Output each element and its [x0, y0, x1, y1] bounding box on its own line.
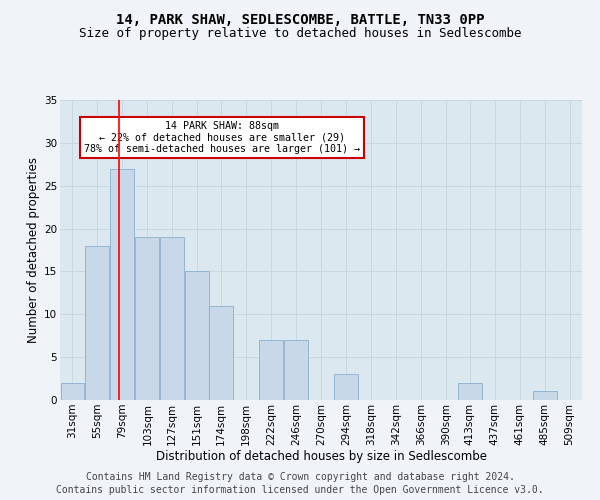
Bar: [136, 237, 160, 400]
Bar: [160, 237, 184, 400]
Bar: [259, 340, 283, 400]
X-axis label: Distribution of detached houses by size in Sedlescombe: Distribution of detached houses by size …: [155, 450, 487, 464]
Bar: [185, 272, 209, 400]
Text: Size of property relative to detached houses in Sedlescombe: Size of property relative to detached ho…: [79, 28, 521, 40]
Bar: [61, 383, 85, 400]
Text: Contains HM Land Registry data © Crown copyright and database right 2024.: Contains HM Land Registry data © Crown c…: [86, 472, 514, 482]
Bar: [458, 383, 482, 400]
Bar: [209, 306, 233, 400]
Bar: [110, 168, 134, 400]
Text: 14, PARK SHAW, SEDLESCOMBE, BATTLE, TN33 0PP: 14, PARK SHAW, SEDLESCOMBE, BATTLE, TN33…: [116, 12, 484, 26]
Bar: [85, 246, 109, 400]
Text: 14 PARK SHAW: 88sqm
← 22% of detached houses are smaller (29)
78% of semi-detach: 14 PARK SHAW: 88sqm ← 22% of detached ho…: [84, 121, 360, 154]
Bar: [334, 374, 358, 400]
Text: Contains public sector information licensed under the Open Government Licence v3: Contains public sector information licen…: [56, 485, 544, 495]
Y-axis label: Number of detached properties: Number of detached properties: [27, 157, 40, 343]
Bar: [533, 392, 557, 400]
Bar: [284, 340, 308, 400]
